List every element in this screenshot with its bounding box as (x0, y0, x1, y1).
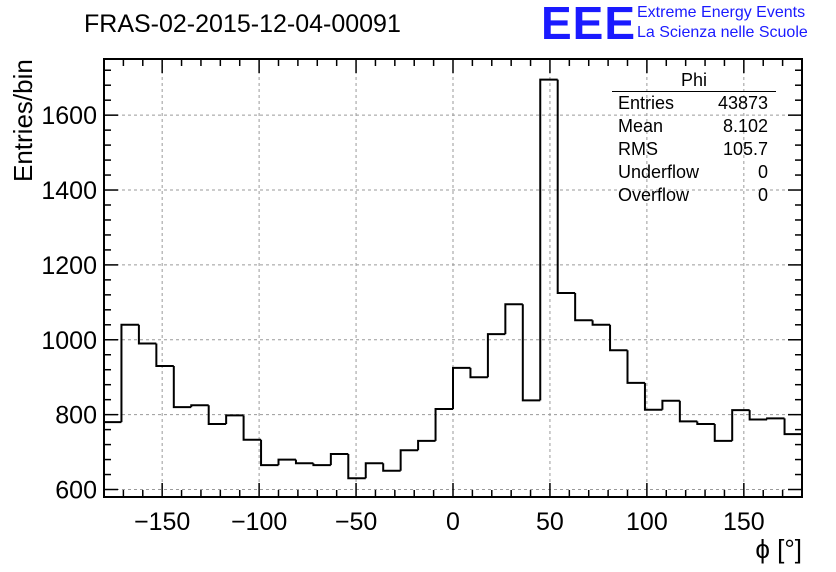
stats-title: Phi (612, 70, 776, 92)
x-tick-label: −100 (231, 508, 287, 536)
y-tick-label: 800 (55, 402, 97, 430)
y-tick-label: 1000 (41, 327, 97, 355)
histogram-bin (172, 365, 192, 409)
stats-label: Mean (618, 116, 664, 136)
histogram-bin (748, 410, 768, 421)
histogram-bin (539, 78, 558, 401)
histogram-bin (329, 452, 349, 466)
histogram-bin (783, 418, 802, 436)
stats-box: Phi Entries 43873 Mean 8.102 RMS 105.7 U… (612, 70, 776, 207)
histogram-bin (207, 405, 227, 425)
histogram-bin (574, 292, 593, 322)
x-tick-label: −150 (134, 508, 190, 536)
stats-row-rms: RMS 105.7 (612, 138, 776, 161)
histogram-bin (626, 350, 645, 384)
chart-title: FRAS-02-2015-12-04-00091 (84, 10, 401, 38)
stats-row-overflow: Overflow 0 (612, 184, 776, 207)
y-tick-label: 600 (55, 477, 97, 505)
y-axis-label: Entries/bin (8, 59, 38, 182)
histogram-bin (155, 343, 174, 367)
logo-line-2: La Scienza nelle Scuole (637, 24, 808, 41)
histogram-bin (294, 459, 314, 465)
stats-value: 0 (757, 185, 768, 205)
histogram-bin (382, 463, 401, 472)
histogram-bin (696, 421, 715, 425)
histogram-bin (591, 320, 611, 326)
histogram-bin (120, 323, 139, 423)
histogram-bin (399, 449, 419, 471)
histogram-bin (347, 453, 366, 480)
histogram-bin (678, 400, 698, 423)
histogram-bin (277, 458, 296, 466)
x-tick-label: 0 (446, 508, 460, 536)
histogram-bin (260, 439, 279, 467)
histogram-bin (766, 417, 785, 420)
histogram-bin (452, 366, 471, 410)
histogram-bin (521, 304, 541, 402)
stats-label: Overflow (618, 185, 690, 205)
histogram-bin (643, 382, 663, 411)
stats-row-entries: Entries 43873 (612, 92, 776, 115)
histogram-bin (713, 424, 733, 442)
histogram-bin (486, 333, 506, 378)
histogram-bin (417, 439, 436, 451)
histogram-bin (137, 324, 157, 345)
x-tick-label: 100 (626, 508, 668, 536)
stats-row-underflow: Underflow 0 (612, 161, 776, 184)
stats-value: 0 (757, 162, 768, 182)
stats-label: Entries (618, 93, 675, 113)
histogram-bin (504, 303, 523, 335)
stats-row-mean: Mean 8.102 (612, 115, 776, 138)
stats-label: Underflow (618, 162, 700, 182)
histogram-bin (190, 404, 209, 408)
stats-value: 43873 (717, 93, 768, 113)
histogram-bin (731, 409, 750, 441)
x-axis-label: ϕ [°] (755, 534, 802, 564)
y-tick-label: 1600 (41, 102, 97, 130)
histogram-bin (364, 462, 384, 479)
y-tick-label: 1200 (41, 252, 97, 280)
histogram-bin (661, 399, 680, 410)
stats-value: 105.7 (722, 139, 768, 159)
histogram-bin (434, 408, 453, 441)
x-tick-label: 50 (536, 508, 564, 536)
logo-line-1: Extreme Energy Events (637, 4, 806, 21)
histogram-bin (469, 367, 488, 379)
x-tick-label: 150 (723, 508, 765, 536)
y-tick-label: 1400 (41, 177, 97, 205)
eee-logo: EEE (541, 0, 637, 49)
histogram-bin (225, 414, 244, 424)
x-tick-label: −50 (335, 508, 377, 536)
histogram-bin (609, 324, 628, 352)
histogram-bin (556, 79, 576, 294)
histogram-bin (242, 415, 262, 441)
stats-label: RMS (618, 139, 658, 159)
stats-value: 8.102 (722, 116, 768, 136)
histogram-bin (312, 463, 331, 467)
